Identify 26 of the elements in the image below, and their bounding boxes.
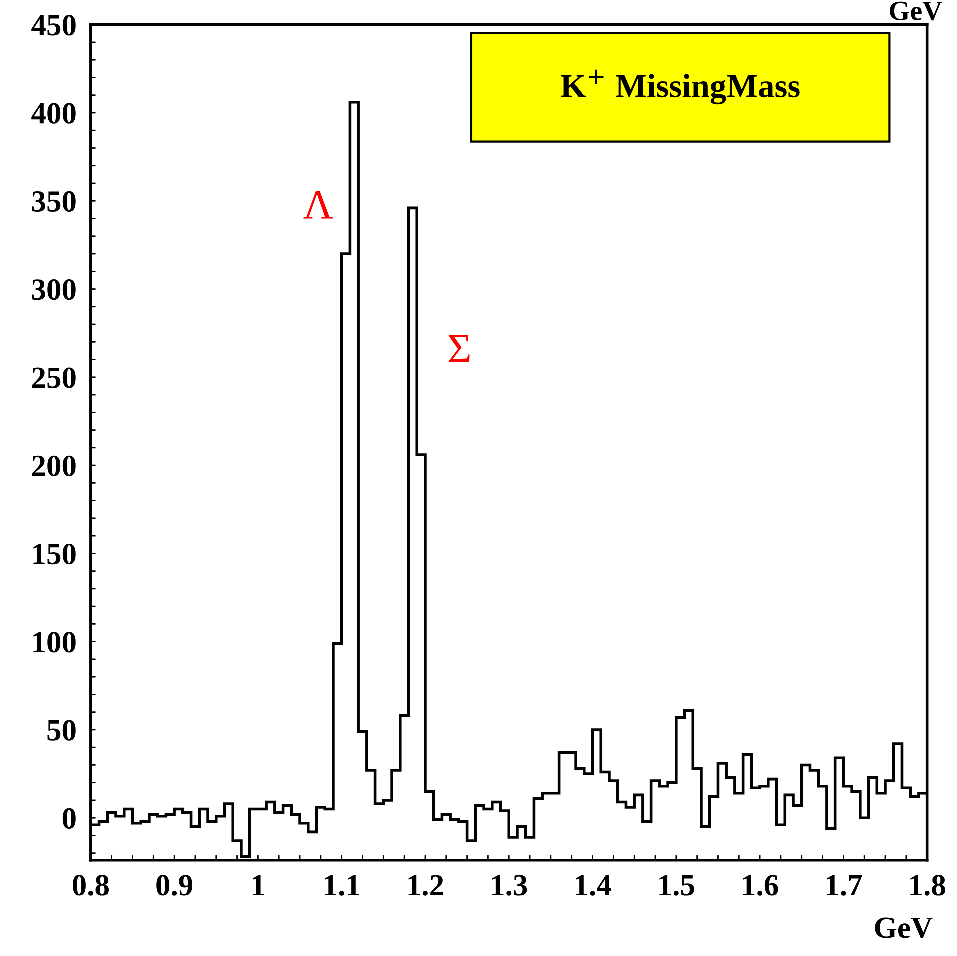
y-tick-label: 300 — [32, 280, 76, 300]
y-tick-label: 150 — [34, 544, 76, 565]
x-tick-label: 0.8 — [72, 875, 109, 896]
y-tick-label: 350 — [32, 191, 76, 212]
annotation: Λ — [304, 191, 334, 219]
text: K$^{+}$ MissingMass — [560, 70, 800, 105]
x-tick-label: 1.6 — [743, 875, 778, 896]
y-tick-label: 450 — [32, 15, 76, 36]
y-tick-label: 0 — [62, 808, 76, 829]
x-tick-label: 1.2 — [408, 875, 444, 896]
y-tick-label: 200 — [32, 456, 76, 476]
x-tick-label: 1 — [253, 875, 264, 896]
y-tick-label: 50 — [48, 720, 76, 741]
y-tick-label: 400 — [32, 103, 76, 124]
x-tick-label: 1.7 — [827, 875, 862, 896]
x-tick-label: 1.4 — [576, 875, 612, 896]
x-axis-title: GeV — [875, 918, 933, 938]
y-tick-label: 250 — [32, 368, 76, 388]
x-tick-label: 0.9 — [156, 875, 193, 896]
y-tick-label: 100 — [34, 632, 76, 653]
x-tick-label: 1.3 — [492, 875, 528, 896]
x-tick-label: 1.5 — [660, 875, 694, 896]
x-tick-label: 1.8 — [910, 875, 946, 896]
x-tick-label: 1.1 — [325, 875, 360, 896]
text: GeV — [890, 2, 942, 21]
annotation: Σ — [449, 335, 470, 362]
